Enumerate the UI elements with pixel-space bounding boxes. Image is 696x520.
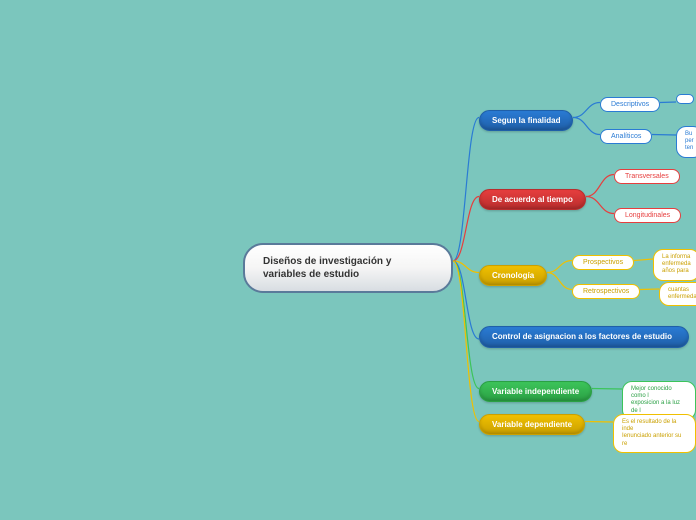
leaf-prospectivos: La informaenfermedaaños para (653, 249, 696, 281)
branch-cronologia-label: Cronología (492, 271, 534, 280)
branch-control: Control de asignacion a los factores de … (479, 326, 689, 348)
child-transversales-label: Transversales (625, 173, 669, 180)
branch-tiempo-label: De acuerdo al tiempo (492, 195, 573, 204)
child-prospectivos: Prospectivos (572, 255, 634, 270)
root-label: Diseños de investigación yvariables de e… (263, 256, 391, 280)
branch-control-label: Control de asignacion a los factores de … (492, 332, 672, 341)
child-transversales: Transversales (614, 169, 680, 184)
leaf-dependiente: Es el resultado de la indeIenunciado ant… (613, 414, 696, 453)
child-longitudinales-label: Longitudinales (625, 212, 670, 219)
branch-tiempo: De acuerdo al tiempo (479, 189, 586, 210)
branch-dependiente-label: Variable dependiente (492, 420, 572, 429)
leaf-descriptivos (676, 94, 694, 104)
branch-finalidad: Segun la finalidad (479, 110, 573, 131)
root-node: Diseños de investigación yvariables de e… (243, 243, 453, 293)
child-retrospectivos: Retrospectivos (572, 284, 640, 299)
leaf-retrospectivos: cuantasenfermeda (659, 282, 696, 306)
branch-dependiente: Variable dependiente (479, 414, 585, 435)
leaf-analiticos: Buperten (676, 126, 696, 158)
child-analiticos-label: Analíticos (611, 133, 641, 140)
branch-independiente: Variable independiente (479, 381, 592, 402)
child-prospectivos-label: Prospectivos (583, 259, 623, 266)
child-descriptivos-label: Descriptivos (611, 101, 649, 108)
branch-finalidad-label: Segun la finalidad (492, 116, 560, 125)
child-analiticos: Analíticos (600, 129, 652, 144)
child-longitudinales: Longitudinales (614, 208, 681, 223)
branch-independiente-label: Variable independiente (492, 387, 579, 396)
branch-cronologia: Cronología (479, 265, 547, 286)
child-retrospectivos-label: Retrospectivos (583, 288, 629, 295)
child-descriptivos: Descriptivos (600, 97, 660, 112)
